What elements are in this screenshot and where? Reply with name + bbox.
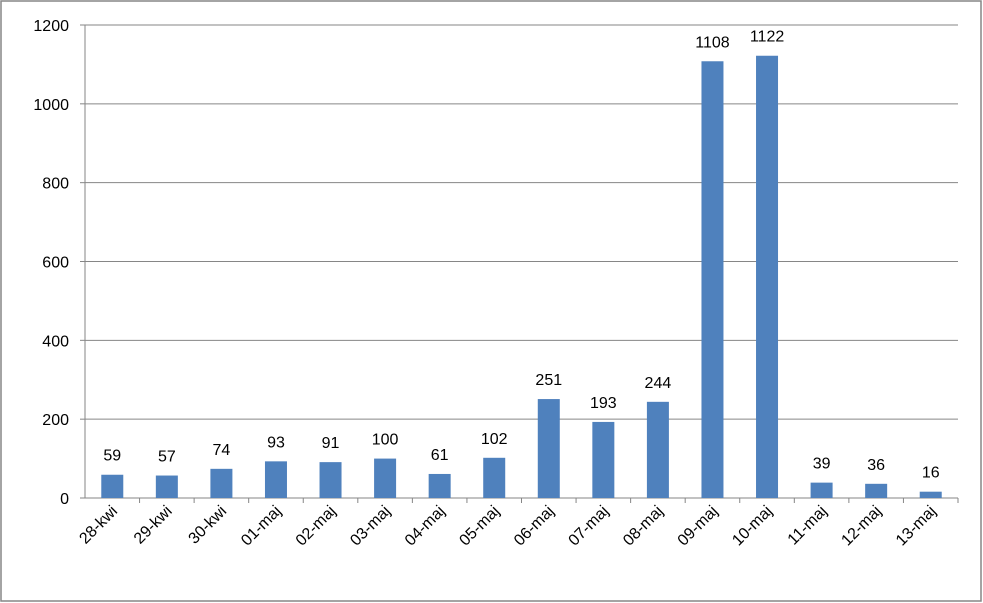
bar	[374, 458, 397, 498]
y-tick-label: 200	[42, 412, 69, 429]
bar	[592, 421, 615, 498]
bar	[155, 475, 178, 498]
y-tick-label: 400	[42, 333, 69, 350]
bar	[537, 399, 560, 498]
data-label: 39	[813, 456, 831, 473]
bar	[319, 462, 342, 498]
bar	[101, 474, 124, 498]
data-label: 36	[867, 457, 885, 474]
y-tick-label: 0	[60, 491, 69, 508]
bar	[810, 482, 833, 498]
bar	[210, 468, 233, 498]
bar	[264, 461, 287, 498]
data-label: 74	[213, 442, 231, 459]
bar	[865, 483, 888, 498]
data-label: 251	[535, 372, 562, 389]
data-label: 100	[372, 432, 399, 449]
data-label: 244	[645, 375, 672, 392]
data-label: 59	[103, 448, 121, 465]
data-label: 193	[590, 395, 617, 412]
data-label: 93	[267, 434, 285, 451]
data-label: 1108	[695, 34, 730, 51]
y-tick-label: 600	[42, 255, 69, 272]
bar	[756, 55, 779, 499]
y-tick-label: 1200	[33, 18, 69, 35]
bar	[919, 491, 942, 498]
bar	[646, 401, 669, 498]
data-label: 1122	[750, 29, 785, 46]
y-tick-label: 1000	[33, 97, 69, 114]
bar	[483, 457, 506, 498]
y-tick-label: 800	[42, 176, 69, 193]
data-label: 16	[922, 465, 940, 482]
data-label: 91	[322, 435, 340, 452]
data-label: 102	[481, 431, 508, 448]
bar	[701, 61, 724, 498]
data-label: 57	[158, 449, 176, 466]
bar	[428, 473, 451, 498]
data-label: 61	[431, 447, 449, 464]
